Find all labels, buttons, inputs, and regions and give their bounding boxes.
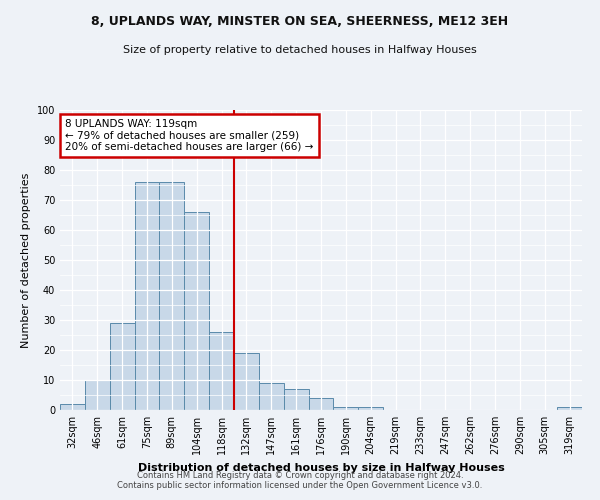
- Bar: [557, 407, 582, 410]
- Text: 8, UPLANDS WAY, MINSTER ON SEA, SHEERNESS, ME12 3EH: 8, UPLANDS WAY, MINSTER ON SEA, SHEERNES…: [91, 15, 509, 28]
- Bar: [284, 389, 308, 410]
- Bar: [358, 407, 383, 410]
- Y-axis label: Number of detached properties: Number of detached properties: [21, 172, 31, 348]
- Bar: [259, 383, 284, 410]
- Bar: [110, 323, 134, 410]
- Bar: [334, 407, 358, 410]
- Bar: [85, 380, 110, 410]
- Bar: [184, 212, 209, 410]
- Text: 8 UPLANDS WAY: 119sqm
← 79% of detached houses are smaller (259)
20% of semi-det: 8 UPLANDS WAY: 119sqm ← 79% of detached …: [65, 119, 314, 152]
- Bar: [134, 182, 160, 410]
- Bar: [209, 332, 234, 410]
- Text: Contains HM Land Registry data © Crown copyright and database right 2024.
Contai: Contains HM Land Registry data © Crown c…: [118, 470, 482, 490]
- Bar: [60, 404, 85, 410]
- Text: Size of property relative to detached houses in Halfway Houses: Size of property relative to detached ho…: [123, 45, 477, 55]
- Bar: [160, 182, 184, 410]
- Bar: [308, 398, 334, 410]
- X-axis label: Distribution of detached houses by size in Halfway Houses: Distribution of detached houses by size …: [137, 462, 505, 472]
- Bar: [234, 353, 259, 410]
